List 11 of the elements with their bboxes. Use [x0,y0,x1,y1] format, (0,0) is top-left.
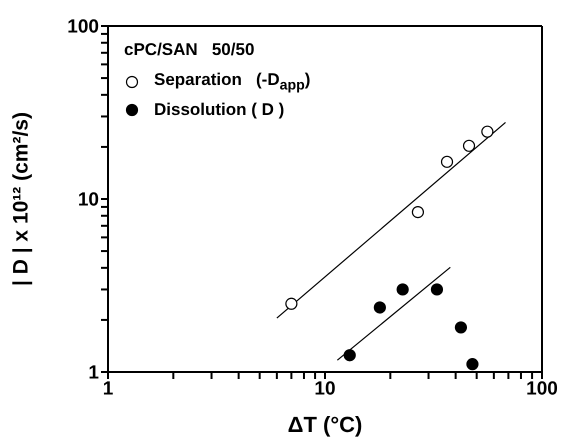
x-tick-label: 1 [102,378,114,400]
legend-label: Separation (-D$_{app}$) [154,70,310,94]
legend-label: Dissolution ( D ) [154,100,284,120]
y-tick-label: 10 [78,190,99,211]
y-tick-label: 1 [88,362,100,384]
y-tick-label: 100 [67,16,99,38]
y-axis-title: | D | x 10¹² (cm²/s) [9,112,32,286]
x-axis-title: ΔT (°C) [288,412,362,437]
legend-title: cPC/SAN 50/50 [124,40,256,60]
x-tick-label: 100 [526,378,558,400]
x-tick-label: 10 [314,378,336,400]
